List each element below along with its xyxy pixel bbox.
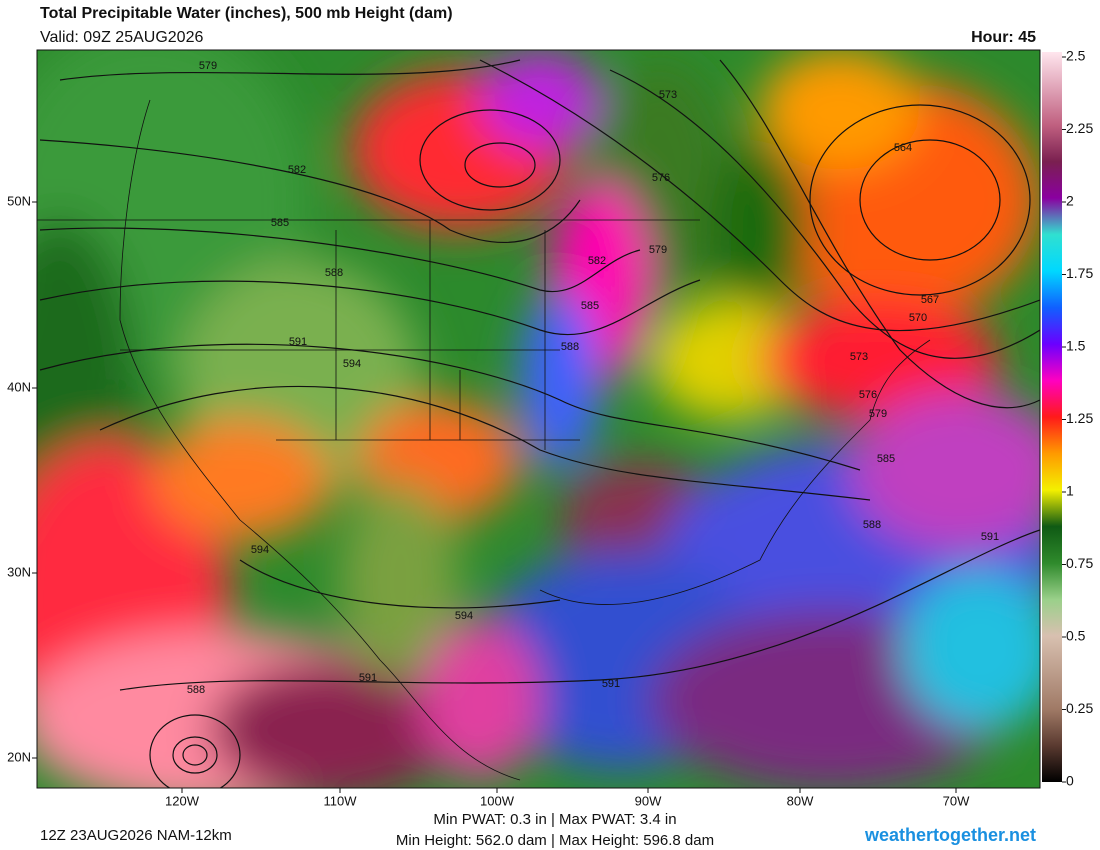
longitude-label: 120W (165, 793, 200, 808)
title: Total Precipitable Water (inches), 500 m… (40, 5, 453, 22)
contour-label: 582 (288, 164, 306, 176)
longitude-label: 90W (635, 793, 662, 808)
contour-label: 585 (877, 453, 895, 465)
contour-label: 594 (251, 544, 269, 556)
latitude-label: 30N (7, 564, 31, 579)
contour-label: 576 (652, 172, 670, 184)
forecast-hour: Hour: 45 (971, 29, 1036, 46)
contour-label: 588 (187, 684, 205, 696)
colorbar-label: 1 (1066, 483, 1074, 499)
site-link[interactable]: weathertogether.net (864, 825, 1036, 845)
latitude-label: 40N (7, 379, 31, 394)
contour-label: 573 (850, 351, 868, 363)
colorbar-label: 1.75 (1066, 265, 1093, 281)
colorbar-label: 0.5 (1066, 628, 1086, 644)
contour-label: 588 (325, 267, 343, 279)
longitude-label: 80W (787, 793, 814, 808)
longitude-label: 70W (943, 793, 970, 808)
colorbar-label: 0.75 (1066, 555, 1093, 571)
contour-label: 591 (359, 672, 377, 684)
contour-label: 567 (921, 294, 939, 306)
map-field (37, 50, 1040, 788)
contour-label: 573 (659, 89, 677, 101)
contour-label: 579 (649, 244, 667, 256)
pwat-stats: Min PWAT: 0.3 in | Max PWAT: 3.4 in (433, 811, 676, 828)
contour-label: 591 (981, 531, 999, 543)
contour-label: 588 (863, 519, 881, 531)
contour-label: 594 (343, 358, 361, 370)
height-stats: Min Height: 562.0 dam | Max Height: 596.… (396, 832, 714, 849)
contour-label: 582 (588, 255, 606, 267)
colorbar-label: 0.25 (1066, 700, 1093, 716)
contour-label: 585 (271, 217, 289, 229)
map-frame (36, 49, 1041, 789)
contour-label: 576 (859, 389, 877, 401)
latitude-label: 50N (7, 193, 31, 208)
contour-label: 570 (909, 312, 927, 324)
contour-label: 585 (581, 300, 599, 312)
longitude-label: 100W (480, 793, 515, 808)
colorbar-label: 0 (1066, 773, 1074, 789)
contour-label: 591 (289, 336, 307, 348)
contour-label: 594 (455, 610, 473, 622)
model-run: 12Z 23AUG2026 NAM-12km (40, 827, 232, 844)
contour-label: 588 (561, 341, 579, 353)
colorbar (1042, 52, 1062, 782)
colorbar-label: 1.25 (1066, 410, 1093, 426)
colorbar-label: 2.25 (1066, 120, 1093, 136)
colorbar-label: 1.5 (1066, 338, 1086, 354)
contour-label: 579 (199, 60, 217, 72)
contour-label: 579 (869, 408, 887, 420)
contour-label: 564 (894, 142, 912, 154)
latitude-label: 20N (7, 749, 31, 764)
contour-label: 591 (602, 678, 620, 690)
valid-time: Valid: 09Z 25AUG2026 (40, 29, 203, 46)
longitude-label: 110W (324, 793, 358, 808)
colorbar-label: 2 (1066, 193, 1074, 209)
colorbar-label: 2.5 (1066, 48, 1086, 64)
